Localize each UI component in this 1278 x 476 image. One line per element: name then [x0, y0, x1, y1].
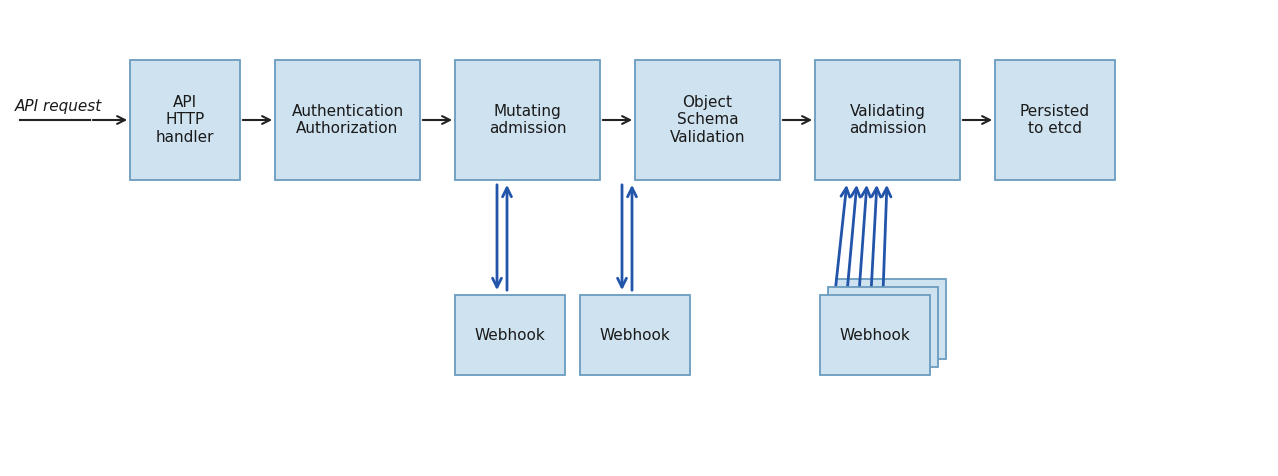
FancyBboxPatch shape [815, 60, 960, 180]
FancyBboxPatch shape [275, 60, 420, 180]
Text: Object
Schema
Validation: Object Schema Validation [670, 95, 745, 145]
Text: Mutating
admission: Mutating admission [488, 104, 566, 136]
FancyBboxPatch shape [130, 60, 240, 180]
FancyBboxPatch shape [828, 287, 938, 367]
Text: Webhook: Webhook [474, 327, 546, 343]
Text: Persisted
to etcd: Persisted to etcd [1020, 104, 1090, 136]
Text: API request: API request [15, 99, 102, 113]
Text: Validating
admission: Validating admission [849, 104, 927, 136]
Text: Authentication
Authorization: Authentication Authorization [291, 104, 404, 136]
Text: API
HTTP
handler: API HTTP handler [156, 95, 215, 145]
FancyBboxPatch shape [996, 60, 1114, 180]
FancyBboxPatch shape [455, 60, 599, 180]
FancyBboxPatch shape [820, 295, 930, 375]
FancyBboxPatch shape [580, 295, 690, 375]
FancyBboxPatch shape [635, 60, 780, 180]
Text: Webhook: Webhook [840, 327, 910, 343]
Text: Webhook: Webhook [599, 327, 671, 343]
FancyBboxPatch shape [455, 295, 565, 375]
FancyBboxPatch shape [836, 279, 946, 359]
